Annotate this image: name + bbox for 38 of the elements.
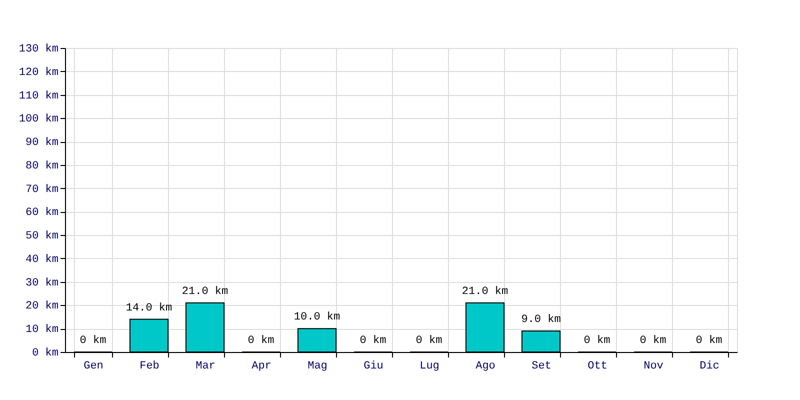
y-tick-label: 20 km <box>25 300 59 313</box>
y-tick-label: 120 km <box>18 66 59 79</box>
x-tick-label: Dic <box>700 360 720 372</box>
x-tick-label: Apr <box>252 360 272 372</box>
data-label: 9.0 km <box>521 314 562 326</box>
y-tick-label: 30 km <box>25 277 59 290</box>
data-label: 0 km <box>248 335 275 347</box>
x-tick-label: Lug <box>420 360 440 372</box>
y-tick-label: 50 km <box>25 230 59 243</box>
data-label: 0 km <box>416 335 443 347</box>
y-tick-label: 80 km <box>25 160 59 172</box>
data-label: 0 km <box>584 335 611 347</box>
x-tick-label: Mar <box>196 360 216 372</box>
y-tick-label: 70 km <box>25 184 59 196</box>
y-tick-label: 90 km <box>25 137 59 150</box>
y-tick-label: 100 km <box>18 114 59 126</box>
data-label: 0 km <box>360 335 387 347</box>
y-tick-label: 110 km <box>18 90 59 102</box>
y-tick-label: 60 km <box>25 207 59 220</box>
y-tick-label: 0 km <box>32 348 59 360</box>
data-label: 10.0 km <box>294 312 340 324</box>
x-tick-label: Gen <box>84 360 104 372</box>
y-tick-label: 40 km <box>25 254 59 266</box>
x-tick-label: Giu <box>364 360 384 372</box>
x-tick-label: Nov <box>644 360 664 372</box>
data-label: 21.0 km <box>462 286 508 298</box>
x-tick-label: Feb <box>140 360 160 372</box>
x-tick-label: Mag <box>308 360 328 372</box>
x-tick-label: Set <box>532 360 552 372</box>
data-label: 14.0 km <box>126 302 172 314</box>
y-tick-label: 10 km <box>25 324 59 336</box>
x-tick-label: Ott <box>588 360 608 372</box>
x-tick-label: Ago <box>476 360 496 372</box>
data-label: 0 km <box>696 335 723 347</box>
data-label: 21.0 km <box>182 286 228 298</box>
data-label: 0 km <box>80 335 107 347</box>
data-label: 0 km <box>640 335 667 347</box>
y-tick-label: 130 km <box>18 44 59 56</box>
